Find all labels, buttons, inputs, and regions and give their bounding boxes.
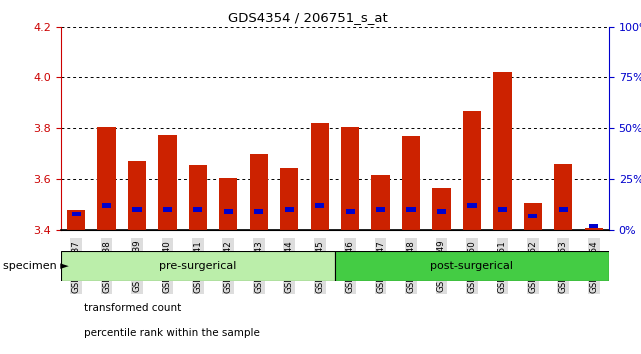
Bar (463, 110, 481, 230)
Bar (432, 188, 451, 230)
Bar (67, 210, 85, 230)
Bar (310, 123, 329, 230)
Bar (559, 207, 568, 212)
Bar (585, 228, 603, 230)
Bar (528, 213, 537, 218)
Bar (376, 207, 385, 212)
Bar (72, 212, 81, 216)
Bar (589, 224, 598, 228)
Bar (493, 72, 512, 230)
Bar (194, 207, 203, 212)
Bar (402, 136, 420, 230)
Bar (224, 210, 233, 214)
Bar (554, 164, 572, 230)
FancyBboxPatch shape (61, 251, 335, 281)
Bar (158, 135, 176, 230)
Bar (188, 165, 207, 230)
Bar (128, 161, 146, 230)
Bar (133, 207, 142, 212)
Bar (163, 207, 172, 212)
Bar (341, 127, 359, 230)
Bar (249, 154, 268, 230)
Text: GDS4354 / 206751_s_at: GDS4354 / 206751_s_at (228, 11, 387, 24)
Bar (371, 175, 390, 230)
Bar (315, 204, 324, 208)
Text: percentile rank within the sample: percentile rank within the sample (84, 328, 260, 338)
FancyBboxPatch shape (335, 251, 609, 281)
Text: post-surgerical: post-surgerical (431, 261, 513, 272)
Text: pre-surgerical: pre-surgerical (159, 261, 237, 272)
Text: specimen ►: specimen ► (3, 261, 69, 272)
Text: transformed count: transformed count (84, 303, 181, 313)
Bar (102, 204, 111, 208)
Bar (467, 204, 476, 208)
Bar (345, 210, 354, 214)
Bar (219, 178, 237, 230)
Bar (285, 207, 294, 212)
Bar (97, 127, 115, 230)
Bar (280, 168, 298, 230)
Bar (437, 210, 446, 214)
Bar (498, 207, 507, 212)
Bar (406, 207, 415, 212)
Bar (524, 204, 542, 230)
Bar (254, 210, 263, 214)
